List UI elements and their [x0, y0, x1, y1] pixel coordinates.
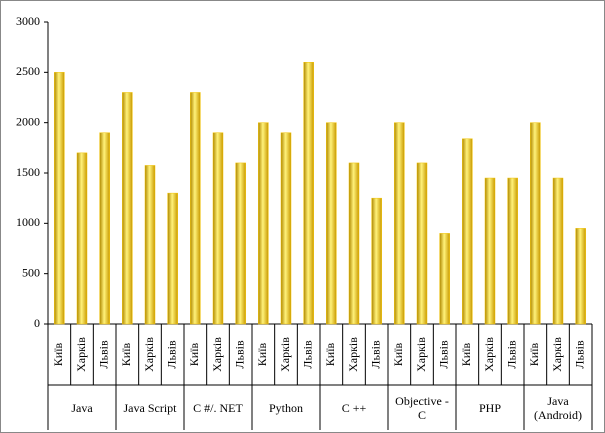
x-tick-label: Львів: [300, 340, 314, 369]
bar: [54, 72, 65, 325]
bar: [394, 122, 405, 325]
x-tick-label: Львів: [164, 340, 178, 369]
x-tick-label: Львів: [436, 340, 450, 369]
bar: [99, 132, 110, 325]
x-tick-label: Харків: [550, 337, 564, 372]
x-tick-label: Київ: [255, 342, 269, 366]
x-tick-label: Львів: [504, 340, 518, 369]
x-tick-label: Київ: [527, 342, 541, 366]
bar: [507, 177, 518, 325]
bar: [530, 122, 541, 325]
x-tick-label: Харків: [278, 337, 292, 372]
x-tick-label: Львів: [368, 340, 382, 369]
bar: [144, 165, 156, 325]
group-label: Objective - C: [395, 393, 449, 422]
bar: [348, 162, 360, 325]
group-label: C #/. NET: [193, 400, 243, 415]
bar: [167, 192, 178, 325]
group-label: C ++: [341, 400, 367, 415]
bar: [484, 177, 496, 325]
bar: [76, 152, 88, 325]
x-tick-label: Харків: [142, 337, 156, 372]
x-tick-label: Київ: [51, 342, 65, 366]
bar: [416, 162, 428, 325]
y-tick-label: 2500: [16, 64, 40, 78]
x-tick-label: Київ: [391, 342, 405, 366]
bar: [303, 62, 314, 325]
bar: [235, 162, 246, 325]
group-label: Java (Android): [534, 393, 582, 422]
bar: [280, 132, 292, 325]
bar: [190, 92, 201, 325]
x-tick-label: Харків: [482, 337, 496, 372]
bar: [439, 233, 450, 325]
bar: [212, 132, 224, 325]
x-tick-label: Київ: [119, 342, 133, 366]
bar: [575, 228, 586, 325]
bar: [371, 197, 382, 325]
y-tick-label: 3000: [16, 14, 40, 28]
y-tick-label: 0: [34, 316, 40, 330]
x-tick-label: Харків: [210, 337, 224, 372]
bar: [258, 122, 269, 325]
group-label: PHP: [478, 400, 501, 415]
y-tick-label: 1500: [16, 165, 40, 179]
x-tick-label: Харків: [414, 337, 428, 372]
x-tick-label: Київ: [323, 342, 337, 366]
y-tick-label: 2000: [16, 114, 40, 128]
x-tick-label: Київ: [459, 342, 473, 366]
bar: [122, 92, 133, 325]
group-label: Python: [268, 400, 303, 415]
x-tick-label: Львів: [96, 340, 110, 369]
bar: [552, 177, 564, 325]
y-tick-label: 1000: [16, 215, 40, 229]
group-label: Java Script: [123, 400, 177, 415]
x-tick-label: Київ: [187, 342, 201, 366]
x-tick-label: Львів: [572, 340, 586, 369]
x-tick-label: Харків: [74, 337, 88, 372]
x-tick-label: Львів: [232, 340, 246, 369]
y-tick-label: 500: [22, 265, 40, 279]
x-tick-label: Харків: [346, 337, 360, 372]
bar: [326, 122, 337, 325]
group-label: Java: [71, 400, 93, 415]
bar: [462, 138, 473, 325]
